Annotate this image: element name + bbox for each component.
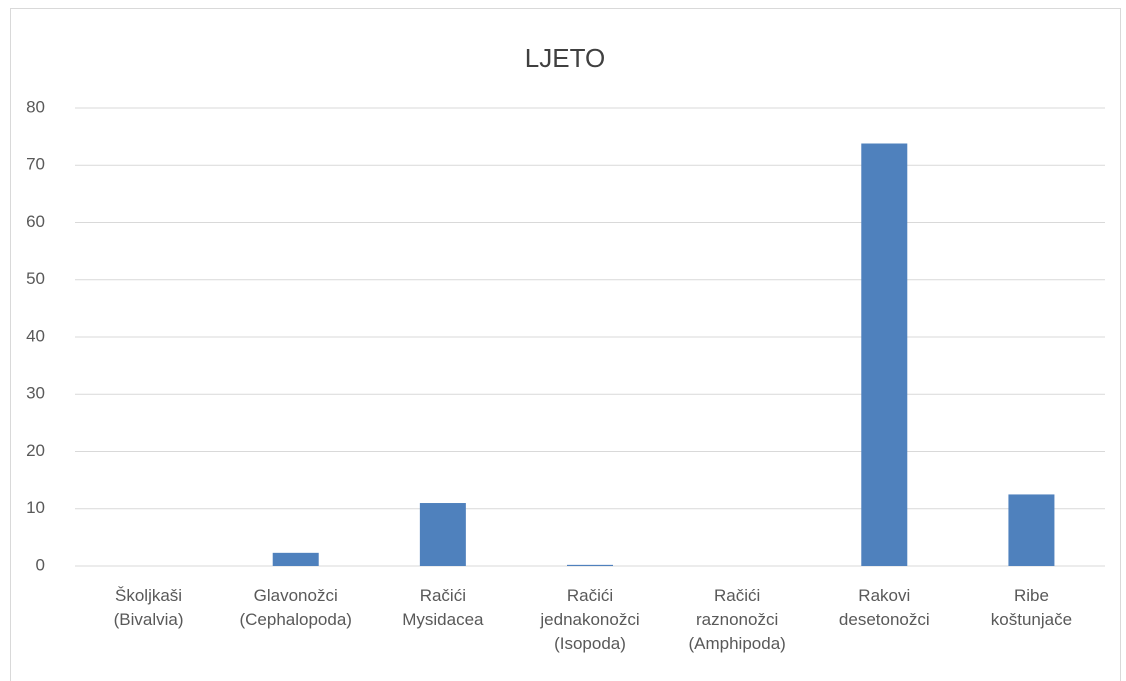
y-tick-label: 10 [26, 498, 45, 517]
chart-frame [10, 8, 1121, 681]
x-tick-label: Glavonožci (Cephalopoda) [239, 586, 352, 629]
chart-title: LJETO [525, 43, 605, 73]
y-tick-label: 30 [26, 384, 45, 403]
bar [272, 552, 319, 566]
y-tick-label: 60 [26, 212, 45, 231]
x-tick-label: Rakovi desetonožci [838, 586, 930, 629]
y-tick-label: 40 [26, 326, 45, 345]
x-tick-label: Ribe koštunjače [990, 586, 1073, 629]
y-tick-label: 0 [36, 555, 45, 574]
x-tick-label: Račići jednakonožci (Isopoda) [540, 586, 640, 653]
y-tick-label: 50 [26, 269, 45, 288]
bar [1008, 494, 1055, 566]
y-tick-label: 70 [26, 155, 45, 174]
bar [567, 564, 613, 566]
x-tick-label: Račići Mysidacea [402, 586, 484, 629]
bar [419, 503, 466, 566]
y-tick-label: 80 [26, 97, 45, 116]
y-tick-label: 20 [26, 441, 45, 460]
x-tick-label: Račići raznonožci (Amphipoda) [688, 586, 786, 653]
x-tick-label: Školjkaši (Bivalvia) [113, 586, 184, 629]
bar [861, 143, 908, 566]
